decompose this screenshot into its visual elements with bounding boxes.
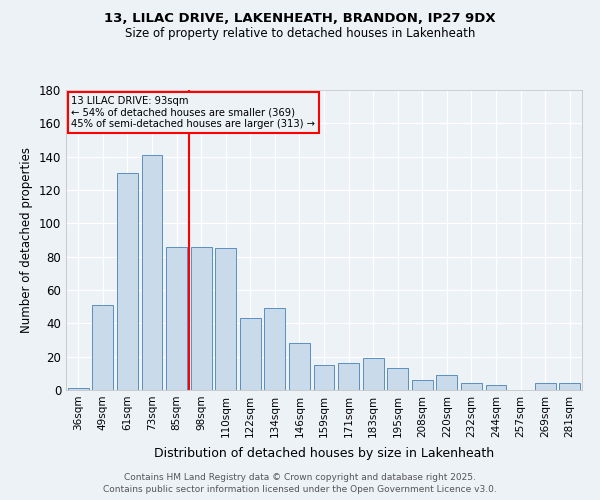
Bar (68, 388, 89, 390)
Text: Contains HM Land Registry data © Crown copyright and database right 2025.
Contai: Contains HM Land Registry data © Crown c… (103, 472, 497, 494)
Text: Size of property relative to detached houses in Lakenheath: Size of property relative to detached ho… (125, 28, 475, 40)
Bar (314, 365, 334, 390)
Bar (535, 384, 556, 390)
Bar (92, 305, 113, 390)
Text: Distribution of detached houses by size in Lakenheath: Distribution of detached houses by size … (154, 448, 494, 460)
Bar (166, 246, 187, 390)
Bar (240, 318, 261, 390)
Text: 13 LILAC DRIVE: 93sqm
← 54% of detached houses are smaller (369)
45% of semi-det: 13 LILAC DRIVE: 93sqm ← 54% of detached … (71, 96, 315, 129)
Bar (559, 384, 580, 390)
Bar (387, 368, 408, 390)
Bar (142, 155, 163, 390)
Bar (461, 384, 482, 390)
Bar (117, 174, 138, 390)
Text: 13, LILAC DRIVE, LAKENHEATH, BRANDON, IP27 9DX: 13, LILAC DRIVE, LAKENHEATH, BRANDON, IP… (104, 12, 496, 26)
Bar (289, 344, 310, 390)
Bar (338, 364, 359, 390)
Bar (412, 380, 433, 390)
Bar (485, 385, 506, 390)
Bar (265, 308, 286, 390)
Bar (436, 375, 457, 390)
Bar (215, 248, 236, 390)
Bar (362, 358, 383, 390)
Bar (191, 246, 212, 390)
Y-axis label: Number of detached properties: Number of detached properties (20, 147, 33, 333)
